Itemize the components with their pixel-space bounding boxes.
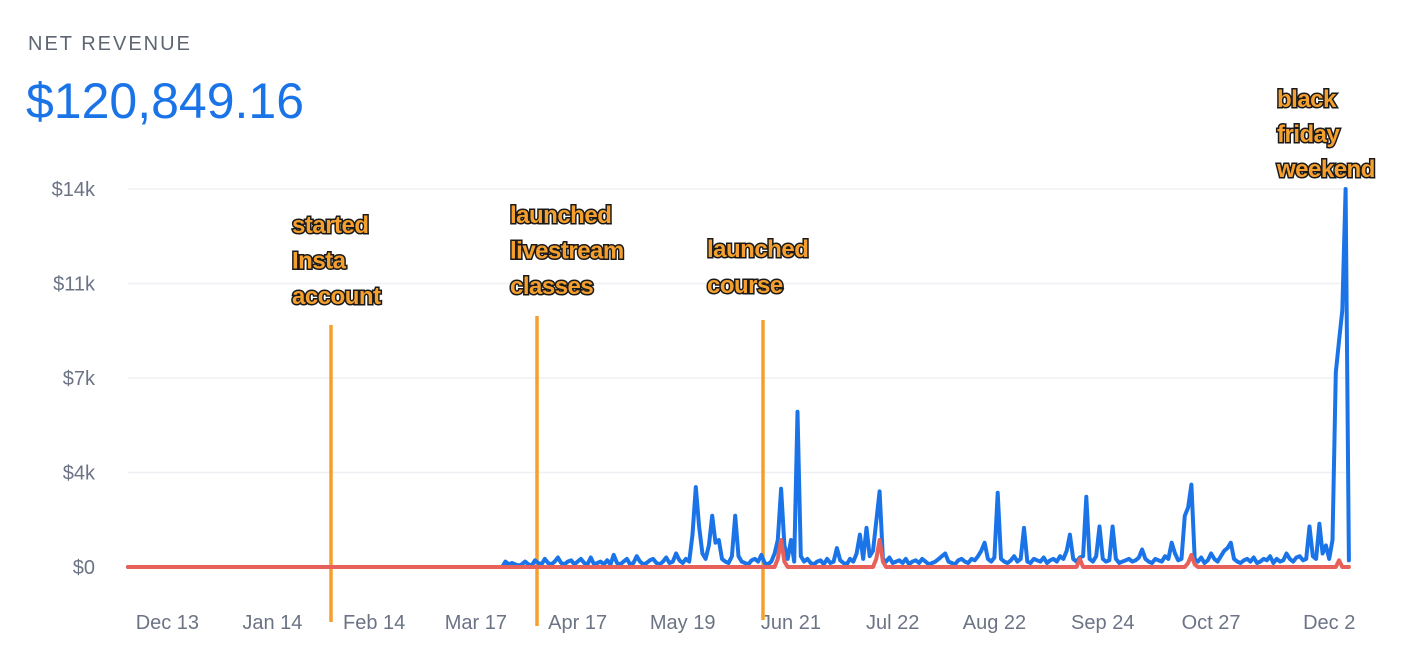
x-tick-label: Apr 17 <box>548 612 607 634</box>
y-tick-label: $14k <box>52 179 96 201</box>
series-line <box>126 538 1351 569</box>
annotation: classes <box>510 273 593 300</box>
x-tick-label: Oct 27 <box>1182 612 1241 634</box>
x-tick-label: Aug 22 <box>963 612 1026 634</box>
x-tick-label: May 19 <box>650 612 716 634</box>
y-tick-label: $7k <box>63 368 96 390</box>
x-tick-label: Sep 24 <box>1071 612 1134 634</box>
y-tick-label: $11k <box>53 274 96 296</box>
x-tick-label: Jun 21 <box>761 612 821 634</box>
header-label: NET REVENUE <box>28 33 192 55</box>
x-tick-label: Dec 13 <box>136 612 199 634</box>
x-tick-label: Jan 14 <box>242 612 302 634</box>
x-tick-label: Dec 2 <box>1303 612 1355 634</box>
x-tick-label: Mar 17 <box>445 612 507 634</box>
annotation: livestream <box>510 238 624 265</box>
y-tick-label: $4k <box>63 463 96 485</box>
annotation: Insta <box>292 248 347 275</box>
x-tick-label: Feb 14 <box>343 612 405 634</box>
annotation: friday <box>1277 121 1341 148</box>
annotation: course <box>707 272 783 299</box>
y-tick-label: $0 <box>73 557 95 579</box>
x-tick-label: Jul 22 <box>866 612 919 634</box>
annotation: account <box>292 283 381 310</box>
annotation: started <box>292 212 369 239</box>
header-total: $120,849.16 <box>26 73 304 129</box>
annotation: black <box>1277 86 1337 113</box>
annotation: weekend <box>1276 156 1375 183</box>
annotation: launched <box>707 236 808 263</box>
annotation: launched <box>510 202 611 229</box>
